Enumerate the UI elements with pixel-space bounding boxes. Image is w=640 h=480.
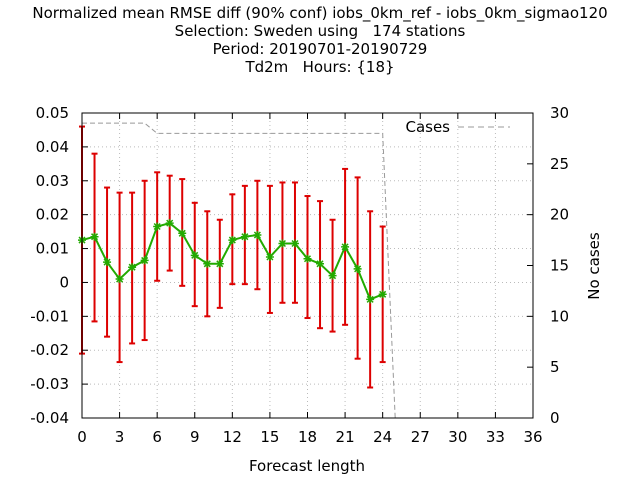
- x-tick-label: 9: [190, 428, 200, 446]
- data-point-marker: [215, 259, 224, 268]
- legend: Cases: [405, 118, 510, 136]
- y-tick-label: -0.04: [30, 409, 69, 427]
- data-point-marker: [265, 253, 274, 262]
- y2-tick-label: 15: [550, 257, 569, 275]
- data-point-marker: [178, 229, 187, 238]
- chart-title-line-4: Td2m Hours: {18}: [245, 58, 395, 76]
- data-point-marker: [128, 263, 137, 272]
- data-point-marker: [203, 259, 212, 268]
- x-tick-label: 24: [373, 428, 392, 446]
- data-point-marker: [165, 219, 174, 228]
- data-point-marker: [190, 251, 199, 260]
- y2-tick-label: 0: [550, 409, 560, 427]
- data-point-marker: [115, 275, 124, 284]
- data-point-marker: [290, 239, 299, 248]
- axes: 0 3 6 9 12 15 18 21 24 27 30 33 36-0.04-0.03-0.02-0.…: [30, 104, 569, 446]
- data-point-marker: [103, 258, 112, 267]
- y2-axis-label: No cases: [585, 232, 603, 300]
- y-tick-label: 0.02: [36, 206, 69, 224]
- data-point-marker: [366, 295, 375, 304]
- y-tick-label: 0.01: [36, 240, 69, 258]
- data-point-marker: [240, 232, 249, 241]
- chart-title-line-3: Period: 20190701-20190729: [212, 40, 428, 58]
- y2-tick-label: 20: [550, 206, 569, 224]
- data-point-marker: [253, 231, 262, 239]
- x-tick-label: 30: [448, 428, 467, 446]
- x-tick-label: 15: [260, 428, 279, 446]
- y-tick-label: 0.03: [36, 172, 69, 190]
- y2-tick-label: 25: [550, 155, 569, 173]
- y-tick-label: 0.04: [36, 138, 69, 156]
- x-tick-label: 6: [152, 428, 162, 446]
- x-tick-label: 18: [298, 428, 317, 446]
- y2-tick-label: 5: [550, 358, 560, 376]
- y-tick-label: 0.05: [36, 104, 69, 122]
- data-point-marker: [303, 254, 312, 263]
- main-series: [78, 219, 387, 304]
- chart-title-line-1: Normalized mean RMSE diff (90% conf) iob…: [32, 4, 608, 22]
- data-point-marker: [378, 290, 387, 299]
- y-tick-label: -0.01: [30, 307, 69, 325]
- x-tick-label: 27: [411, 428, 430, 446]
- y-tick-label: -0.03: [30, 375, 69, 393]
- data-point-marker: [353, 264, 362, 273]
- data-point-marker: [228, 236, 237, 245]
- y2-tick-label: 10: [550, 307, 569, 325]
- x-tick-label: 0: [77, 428, 87, 446]
- error-bar: [266, 184, 273, 314]
- x-tick-label: 36: [523, 428, 542, 446]
- data-point-marker: [140, 256, 149, 265]
- x-tick-label: 33: [486, 428, 505, 446]
- y-tick-label: -0.02: [30, 341, 69, 359]
- data-point-marker: [153, 222, 162, 231]
- x-tick-label: 12: [223, 428, 242, 446]
- x-tick-label: 3: [115, 428, 125, 446]
- chart-title-line-2: Selection: Sweden using 174 stations: [174, 22, 466, 40]
- data-point-marker: [90, 232, 99, 241]
- data-point-marker: [316, 259, 325, 268]
- data-point-marker: [278, 239, 287, 248]
- legend-label-cases: Cases: [405, 118, 450, 136]
- y2-tick-label: 30: [550, 104, 569, 122]
- x-tick-label: 21: [336, 428, 355, 446]
- y-tick-label: 0: [59, 273, 69, 291]
- data-point-marker: [328, 271, 337, 280]
- x-axis-label: Forecast length: [249, 457, 365, 475]
- data-point-marker: [341, 242, 350, 251]
